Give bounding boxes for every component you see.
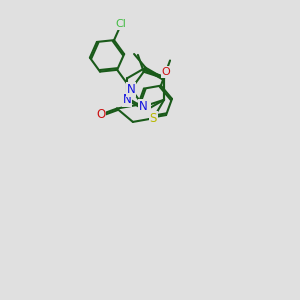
Text: O: O (161, 67, 170, 77)
Text: N: N (139, 100, 148, 113)
Text: N: N (123, 93, 131, 106)
Text: N: N (141, 104, 150, 117)
Text: N: N (127, 82, 136, 96)
Text: Cl: Cl (116, 20, 127, 29)
Text: S: S (150, 112, 157, 125)
Text: O: O (96, 108, 105, 121)
